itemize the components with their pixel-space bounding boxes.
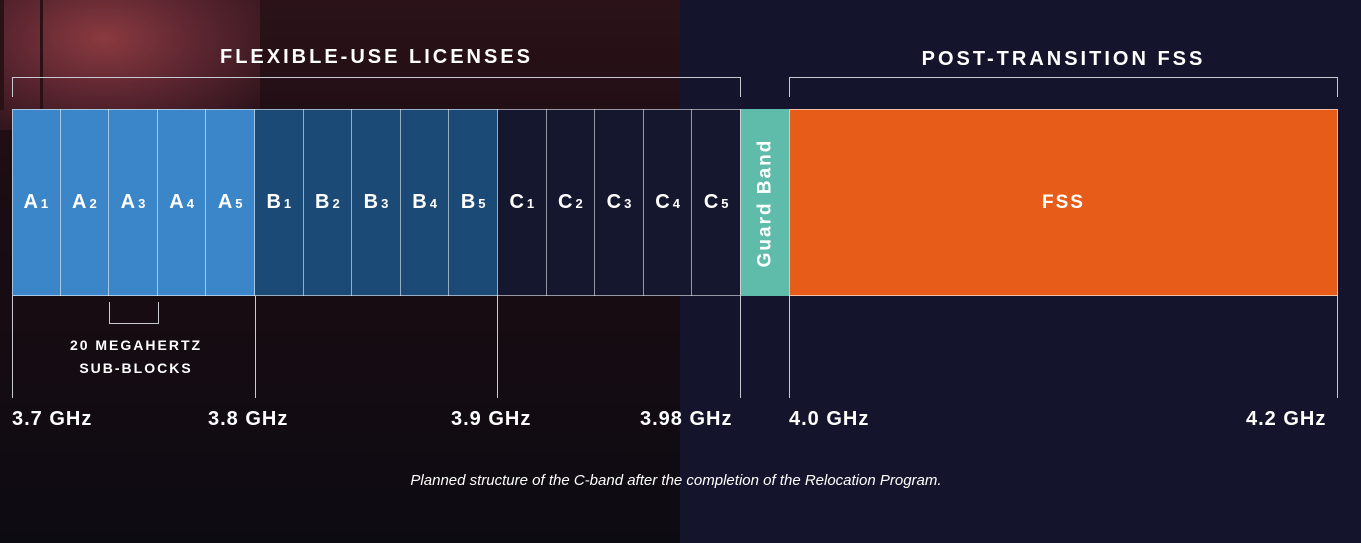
freq-label-3-98: 3.98 GHz	[640, 408, 733, 430]
tick-4-0	[789, 296, 790, 398]
bracket-fss-right	[1337, 77, 1338, 97]
block-number: 3	[381, 196, 389, 211]
block-letter: B	[363, 191, 379, 213]
bracket-flexible-right	[740, 77, 741, 97]
freq-label-3-7: 3.7 GHz	[12, 408, 93, 430]
block-letter: C	[655, 191, 670, 213]
tick-3-7	[12, 296, 13, 398]
block-number: 4	[429, 196, 437, 211]
bracket-flexible-left	[12, 77, 13, 97]
block-number: 5	[235, 196, 243, 211]
block-number: 2	[575, 196, 583, 211]
heading-flexible-use: FLEXIBLE-USE LICENSES	[219, 46, 534, 68]
sub-block-note-line1: 20 MEGAHERTZ	[69, 337, 203, 353]
block-letter: B	[412, 191, 427, 213]
block-number: 1	[526, 196, 535, 211]
tower-silhouette	[0, 0, 4, 110]
block-letter: C	[509, 191, 524, 213]
block-number: 2	[332, 196, 340, 211]
freq-label-4-0: 4.0 GHz	[789, 408, 870, 430]
tower-silhouette	[40, 0, 43, 110]
freq-label-3-8: 3.8 GHz	[208, 408, 289, 430]
block-letter: B	[460, 191, 476, 213]
block-number: 5	[721, 196, 729, 211]
tick-3-9	[497, 296, 498, 398]
block-letter: B	[266, 191, 281, 213]
sub-block-bracket-right	[158, 302, 159, 324]
tick-3-98	[740, 296, 741, 398]
block-letter: C	[606, 191, 622, 213]
block-letter: A	[72, 191, 87, 213]
block-number: 5	[478, 196, 486, 211]
sub-block-bracket-bottom	[109, 323, 159, 324]
bracket-fss-left	[789, 77, 790, 97]
block-letter: A	[23, 191, 38, 213]
block-letter: B	[315, 191, 330, 213]
block-letter: C	[558, 191, 573, 213]
sub-block-bracket-left	[109, 302, 110, 324]
tick-4-2	[1337, 296, 1338, 398]
block-number: 3	[138, 196, 146, 211]
sub-block-note: 20 MEGAHERTZ SUB-BLOCKS	[50, 334, 222, 380]
freq-label-3-9: 3.9 GHz	[451, 408, 532, 430]
block-letter: A	[169, 191, 184, 213]
bracket-flexible-top	[12, 77, 741, 78]
bracket-fss-top	[789, 77, 1338, 78]
block-number: 1	[283, 196, 292, 211]
block-number: 4	[672, 196, 680, 211]
block-number: 1	[40, 196, 49, 211]
background-glow	[0, 0, 260, 130]
figure-caption: Planned structure of the C-band after th…	[410, 472, 942, 489]
block-number: 4	[186, 196, 194, 211]
guard-band-label: Guard Band	[754, 138, 776, 267]
block-letter: C	[703, 191, 719, 213]
block-letter: A	[217, 191, 233, 213]
heading-post-transition: POST-TRANSITION FSS	[921, 48, 1206, 70]
fss-block: FSS	[789, 109, 1338, 296]
guard-band-block: Guard Band	[741, 109, 789, 296]
sub-block-note-line2: SUB-BLOCKS	[79, 360, 193, 376]
tick-3-8	[255, 296, 256, 398]
block-letter: A	[120, 191, 136, 213]
block-number: 2	[89, 196, 97, 211]
freq-label-4-2: 4.2 GHz	[1246, 408, 1327, 430]
block-number: 3	[624, 196, 632, 211]
